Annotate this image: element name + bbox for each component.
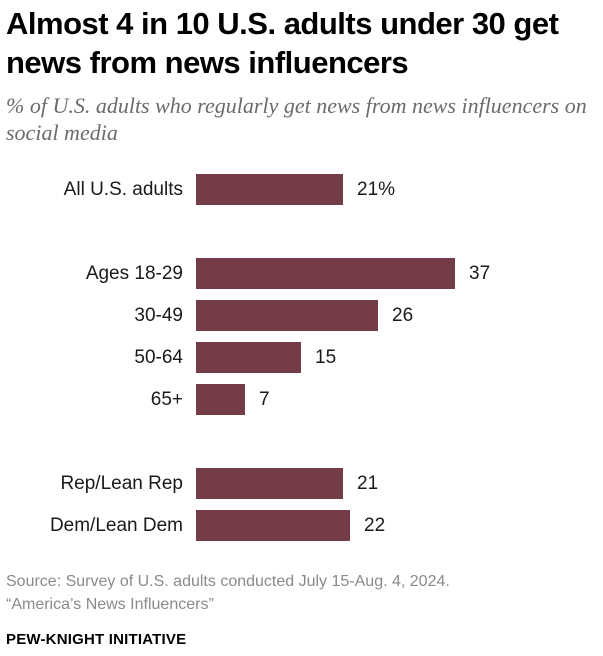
value-label: 37 (469, 263, 490, 284)
category-label: All U.S. adults (64, 179, 183, 200)
value-label: 22 (364, 515, 385, 536)
category-label: 65+ (151, 389, 183, 410)
value-label: 21 (357, 473, 378, 494)
chart-title: Almost 4 in 10 U.S. adults under 30 get … (6, 6, 559, 80)
value-label: 26 (392, 305, 413, 326)
category-label: Ages 18-29 (86, 263, 183, 284)
value-label: 21% (357, 179, 395, 200)
value-label: 7 (259, 389, 270, 410)
category-label: 30-49 (134, 305, 183, 326)
bar (196, 342, 301, 373)
source-report-line: “America’s News Influencers” (6, 596, 214, 613)
bar (196, 258, 455, 289)
source-note: Source: Survey of U.S. adults conducted … (6, 570, 596, 616)
bar (196, 510, 350, 541)
chart-subtitle: % of U.S. adults who regularly get news … (6, 93, 587, 145)
bar (196, 468, 343, 499)
bar (196, 300, 378, 331)
category-label: Dem/Lean Dem (50, 515, 183, 536)
source-line: Source: Survey of U.S. adults conducted … (6, 573, 450, 590)
value-label: 15 (315, 347, 336, 368)
category-label: Rep/Lean Rep (60, 473, 183, 494)
bar (196, 174, 343, 205)
bar (196, 384, 245, 415)
brand-label: PEW-KNIGHT INITIATIVE (6, 631, 187, 648)
category-label: 50-64 (134, 347, 183, 368)
